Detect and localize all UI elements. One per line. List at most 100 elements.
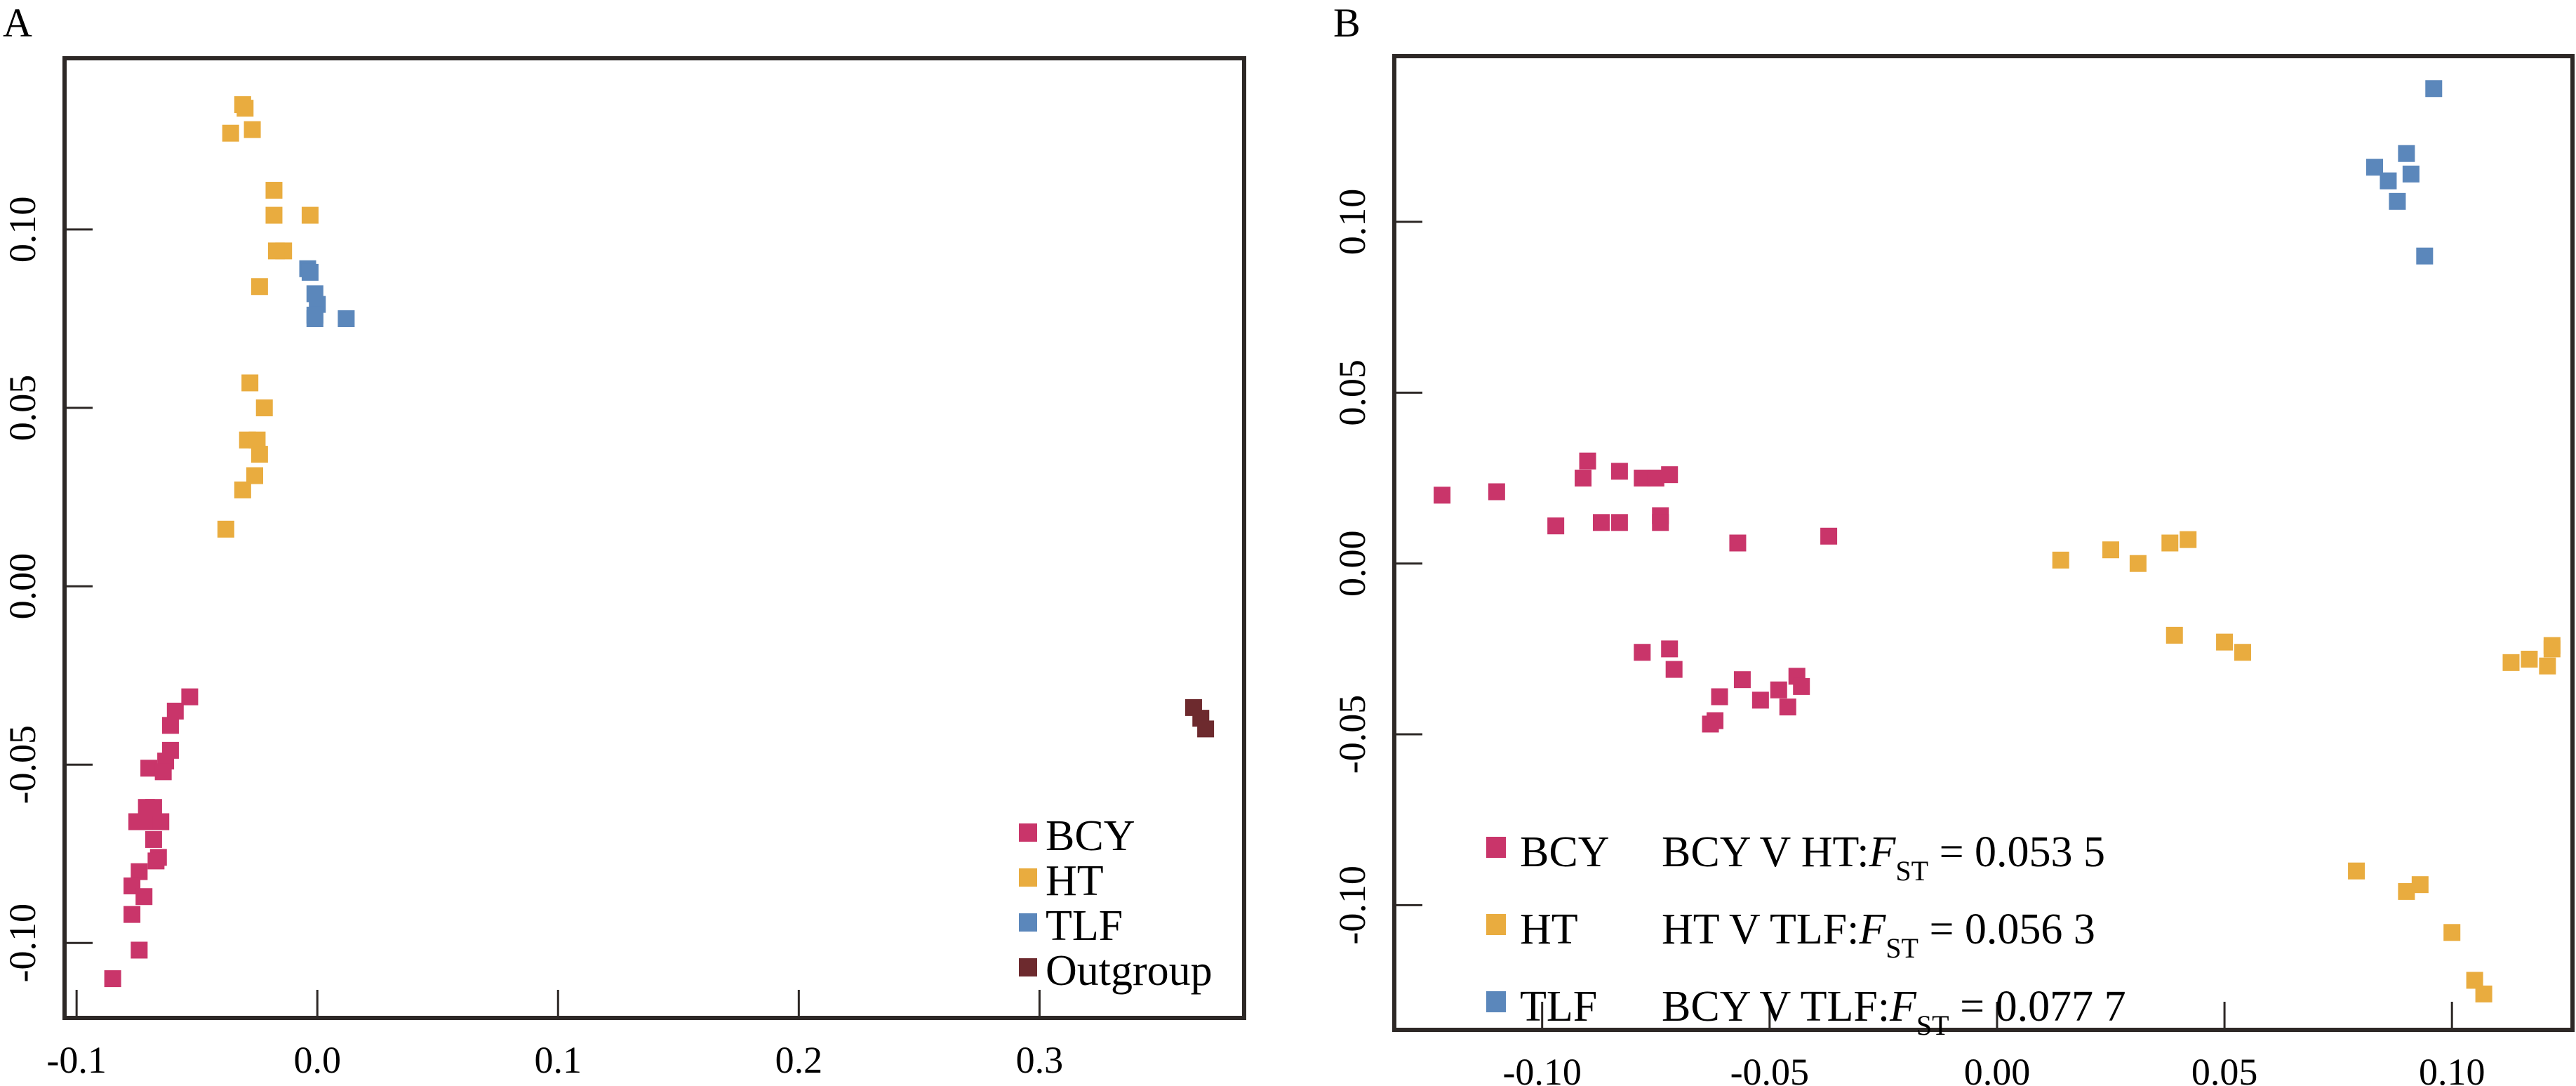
point-bcy bbox=[1488, 483, 1505, 501]
legend-label: BCY bbox=[1046, 812, 1135, 860]
point-bcy bbox=[1434, 486, 1451, 504]
y-tick-label: 0.05 bbox=[1331, 359, 1373, 426]
point-ht bbox=[243, 121, 261, 138]
point-bcy bbox=[1729, 534, 1747, 552]
point-bcy bbox=[140, 760, 158, 777]
point-bcy bbox=[166, 702, 184, 720]
point-tlf bbox=[301, 263, 319, 281]
point-bcy bbox=[1661, 466, 1679, 484]
fst-sub: ST bbox=[1916, 1009, 1949, 1041]
point-tlf bbox=[2380, 172, 2397, 190]
point-bcy bbox=[1779, 698, 1796, 716]
point-bcy bbox=[1733, 671, 1751, 689]
point-ht bbox=[2234, 644, 2252, 661]
point-bcy bbox=[1751, 691, 1769, 709]
point-ht bbox=[2411, 876, 2429, 894]
point-bcy bbox=[1610, 514, 1628, 531]
legend-label: Outgroup bbox=[1046, 947, 1213, 995]
y-tick-label: -0.05 bbox=[1331, 695, 1373, 774]
fst-annotation: HT V TLF:FST = 0.056 3 bbox=[1662, 906, 2095, 964]
point-bcy bbox=[1592, 514, 1610, 531]
point-bcy bbox=[135, 888, 153, 906]
point-ht bbox=[265, 206, 283, 224]
fst-var: F bbox=[1869, 828, 1897, 876]
point-bcy bbox=[124, 906, 141, 923]
point-bcy bbox=[1661, 640, 1679, 658]
point-outgroup bbox=[1197, 720, 1215, 738]
point-bcy bbox=[147, 852, 165, 870]
y-tick-label: -0.05 bbox=[1, 725, 44, 804]
point-bcy bbox=[1579, 452, 1596, 470]
point-ht bbox=[2180, 531, 2197, 548]
point-bcy bbox=[154, 763, 172, 781]
point-bcy bbox=[1820, 527, 1838, 545]
point-ht bbox=[301, 206, 319, 224]
point-ht bbox=[2521, 650, 2538, 668]
x-tick-label: 0.05 bbox=[2191, 1051, 2258, 1086]
fst-var: F bbox=[1858, 906, 1886, 953]
point-bcy bbox=[1665, 661, 1683, 678]
point-ht bbox=[2539, 657, 2556, 675]
panel-a: A -0.1 0.0 0.1 0.2 0.3 0.10 0.05 0.00 -0.05 -0.10… bbox=[1, 0, 1246, 1081]
fst-value: = 0.056 3 bbox=[1918, 906, 2095, 953]
point-ht bbox=[2129, 555, 2147, 572]
point-bcy bbox=[131, 863, 148, 880]
point-tlf bbox=[2402, 165, 2420, 183]
point-ht bbox=[2102, 541, 2120, 559]
legend-swatch-bcy bbox=[1486, 837, 1506, 858]
fst-value: = 0.053 5 bbox=[1928, 828, 2105, 876]
point-ht bbox=[246, 467, 264, 484]
fst-sub: ST bbox=[1886, 932, 1918, 964]
point-ht bbox=[2502, 654, 2520, 671]
fst-annotation: BCY V TLF:FST = 0.077 7 bbox=[1662, 983, 2126, 1041]
panel-b-ticks: -0.10 -0.05 0.00 0.05 0.10 0.10 0.05 0.00 -0.05 -… bbox=[1331, 189, 2485, 1086]
y-tick-label: 0.05 bbox=[1, 375, 44, 442]
point-ht bbox=[255, 399, 273, 417]
fst-annotation: BCY V HT:FST = 0.053 5 bbox=[1662, 828, 2105, 887]
point-ht bbox=[2216, 633, 2234, 651]
fst-var: F bbox=[1889, 983, 1917, 1031]
point-bcy bbox=[161, 717, 179, 734]
point-ht bbox=[2543, 637, 2561, 654]
point-bcy bbox=[181, 688, 199, 706]
point-ht bbox=[2475, 985, 2492, 1002]
point-ht bbox=[241, 374, 259, 392]
y-tick-label: 0.10 bbox=[1331, 189, 1373, 256]
point-ht bbox=[2165, 626, 2183, 644]
point-ht bbox=[251, 446, 268, 463]
legend-swatch-outgroup bbox=[1019, 958, 1037, 976]
point-ht bbox=[217, 520, 234, 538]
x-tick-label: -0.1 bbox=[46, 1039, 106, 1081]
panel-a-frame bbox=[62, 56, 1246, 1020]
point-bcy bbox=[104, 970, 121, 988]
panel-a-letter: A bbox=[3, 0, 32, 46]
panel-b-legend: BCY BCY V HT:FST = 0.053 5HT HT V TLF:FST … bbox=[1486, 828, 2126, 1041]
point-ht bbox=[2348, 862, 2365, 880]
panel-b: B -0.10 -0.05 0.00 0.05 0.10 0.10 0.05 0.00 -0.0… bbox=[1331, 0, 2575, 1086]
fst-sub: ST bbox=[1895, 855, 1928, 887]
legend-label: TLF bbox=[1046, 902, 1123, 950]
point-tlf bbox=[306, 306, 323, 324]
point-ht bbox=[2052, 551, 2069, 569]
fst-value: = 0.077 7 bbox=[1949, 983, 2126, 1031]
point-bcy bbox=[1547, 517, 1565, 535]
fst-pair: BCY V TLF: bbox=[1662, 983, 1890, 1031]
legend-swatch-ht bbox=[1019, 868, 1037, 887]
fst-pair: HT V TLF: bbox=[1662, 906, 1859, 953]
fst-pair: BCY V HT: bbox=[1662, 828, 1869, 876]
point-bcy bbox=[1652, 514, 1669, 531]
legend-label: HT bbox=[1520, 906, 1578, 953]
y-tick-label: 0.00 bbox=[1, 553, 44, 620]
point-ht bbox=[267, 242, 285, 260]
panel-b-points bbox=[1434, 80, 2561, 1002]
x-tick-label: -0.10 bbox=[1502, 1051, 1581, 1086]
legend-swatch-bcy bbox=[1019, 823, 1037, 842]
point-tlf bbox=[338, 310, 355, 327]
point-tlf bbox=[2398, 145, 2415, 162]
point-bcy bbox=[128, 813, 145, 830]
point-bcy bbox=[1711, 688, 1728, 706]
x-tick-label: 0.10 bbox=[2419, 1051, 2485, 1086]
x-tick-label: 0.2 bbox=[775, 1039, 823, 1081]
x-tick-label: 0.3 bbox=[1016, 1039, 1064, 1081]
point-bcy bbox=[152, 813, 170, 830]
